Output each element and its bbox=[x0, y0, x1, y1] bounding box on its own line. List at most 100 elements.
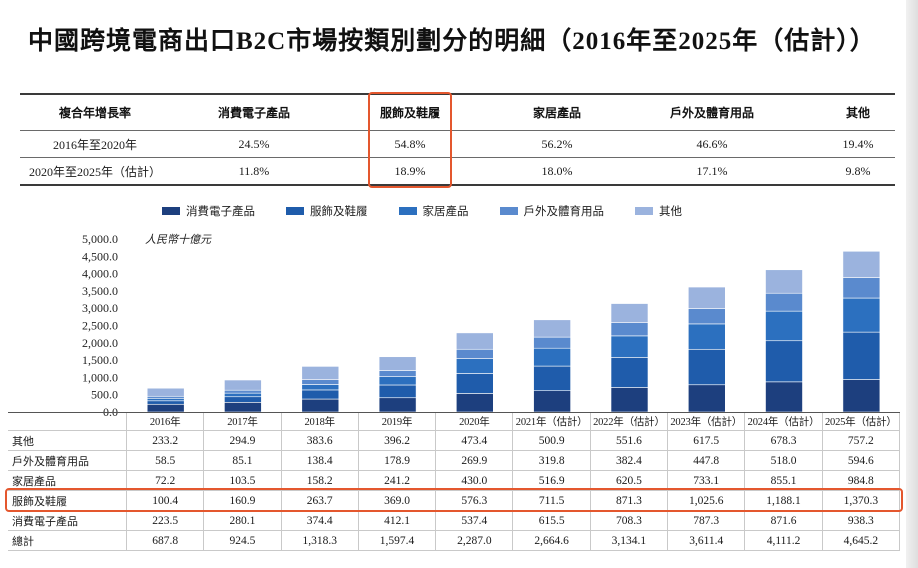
bar-segment-s2-c8 bbox=[765, 310, 803, 342]
table-cell: 100.4 bbox=[127, 491, 205, 511]
table-cell: 319.8 bbox=[513, 451, 591, 471]
bar-segment-s1-c6 bbox=[610, 357, 649, 388]
legend-label: 家居產品 bbox=[422, 206, 469, 218]
bar-segment-s4-c3 bbox=[378, 356, 417, 371]
table-cell: 1,597.4 bbox=[358, 531, 437, 551]
legend-swatch bbox=[398, 207, 417, 215]
table-corner-cell bbox=[8, 413, 127, 431]
table-cell: 2,664.6 bbox=[513, 531, 591, 551]
y-tick-label: 4,500.0 bbox=[82, 249, 118, 263]
y-tick-label: 5,000.0 bbox=[82, 232, 118, 246]
cagr-column-header: 消費電子產品 bbox=[217, 106, 290, 120]
cagr-value: 46.6% bbox=[696, 136, 728, 151]
cagr-value: 11.8% bbox=[238, 163, 270, 178]
table-cell: 871.3 bbox=[590, 491, 669, 511]
bar-segment-s3-c0 bbox=[146, 395, 185, 399]
table-cell: 241.2 bbox=[358, 471, 437, 491]
table-cell: 382.4 bbox=[590, 451, 669, 471]
table-cell: 2,287.0 bbox=[436, 531, 514, 551]
stacked-bar bbox=[455, 332, 494, 413]
stacked-bar bbox=[687, 286, 726, 413]
y-tick-label: 2,000.0 bbox=[82, 336, 118, 350]
bar-segment-s2-c9 bbox=[842, 297, 881, 333]
bar-segment-s0-c7 bbox=[687, 384, 726, 413]
table-cell: 280.1 bbox=[204, 511, 282, 531]
legend-swatch bbox=[499, 207, 518, 215]
bar-segment-s2-c6 bbox=[610, 335, 649, 358]
stacked-bar bbox=[224, 379, 262, 413]
cagr-period-label: 2016年至2020年 bbox=[52, 137, 137, 152]
cagr-value: 24.5% bbox=[238, 136, 270, 151]
table-cell: 594.6 bbox=[822, 451, 900, 471]
y-tick-label: 2,500.0 bbox=[82, 319, 118, 333]
bar-segment-s3-c8 bbox=[765, 292, 803, 312]
table-cell: 711.5 bbox=[513, 491, 591, 511]
cagr-value: 18.9% bbox=[394, 163, 426, 178]
bar-segment-s0-c6 bbox=[610, 387, 649, 413]
legend-label: 戶外及體育用品 bbox=[523, 206, 605, 218]
cagr-value: 9.8% bbox=[845, 163, 871, 178]
cagr-column-header: 其他 bbox=[845, 106, 870, 120]
bar-segment-s0-c4 bbox=[455, 393, 494, 413]
table-cell: 518.0 bbox=[745, 451, 823, 471]
chart-legend: 消費電子產品 服飾及鞋履 家居產品 戶外及體育用品 其他 bbox=[162, 203, 682, 219]
table-cell: 4,111.2 bbox=[745, 531, 823, 551]
table-cell: 58.5 bbox=[127, 451, 205, 471]
y-tick-label: 500.0 bbox=[91, 388, 118, 402]
legend-swatch bbox=[635, 207, 653, 215]
bar-segment-s2-c0 bbox=[146, 397, 185, 402]
bar-segment-s0-c8 bbox=[765, 381, 803, 413]
stacked-bar-chart: 0.0500.01,000.01,500.02,000.02,500.03,00… bbox=[82, 232, 881, 419]
table-column-header: 2020年 bbox=[436, 413, 514, 431]
table-cell: 269.9 bbox=[436, 451, 514, 471]
table-cell: 924.5 bbox=[204, 531, 282, 551]
bar-segment-s1-c2 bbox=[301, 389, 340, 400]
bar-segment-s1-c7 bbox=[687, 348, 726, 386]
legend-item: 家居產品 bbox=[398, 203, 469, 219]
cagr-header-row: 複合年增長率 消費電子產品 服飾及鞋履 家居產品 戶外及體育用品 其他 bbox=[20, 95, 895, 131]
y-tick-label: 4,000.0 bbox=[82, 267, 118, 281]
bar-segment-s2-c7 bbox=[687, 323, 726, 350]
bar-segment-s1-c9 bbox=[842, 331, 881, 380]
bar-segment-s1-c3 bbox=[378, 384, 417, 399]
data-table: 2016年 2017年 2018年 2019年 2020年 2021年（估計） 2022年（… bbox=[8, 412, 900, 551]
bar-segment-s3-c1 bbox=[224, 389, 262, 394]
table-column-header: 2025年（估計） bbox=[822, 413, 900, 431]
table-cell: 158.2 bbox=[281, 471, 359, 491]
table-cell: 294.9 bbox=[204, 431, 282, 451]
unit-label: 人民幣十億元 bbox=[145, 233, 212, 246]
bar-segment-s0-c9 bbox=[842, 379, 881, 413]
bar-segment-s3-c9 bbox=[842, 277, 881, 299]
table-cell: 1,188.1 bbox=[745, 491, 823, 511]
stacked-bar bbox=[378, 356, 417, 413]
cagr-value: 18.0% bbox=[541, 163, 573, 178]
legend-item: 服飾及鞋履 bbox=[286, 203, 368, 219]
bar-segment-s1-c8 bbox=[765, 340, 803, 383]
table-row-label: 消費電子產品 bbox=[8, 511, 127, 531]
table-row-label: 戶外及體育用品 bbox=[8, 451, 127, 471]
table-cell: 620.5 bbox=[590, 471, 669, 491]
table-cell: 85.1 bbox=[204, 451, 282, 471]
bar-segment-s4-c0 bbox=[146, 387, 185, 397]
table-cell: 617.5 bbox=[668, 431, 746, 451]
table-column-header: 2022年（估計） bbox=[590, 413, 669, 431]
table-cell: 138.4 bbox=[281, 451, 359, 471]
bar-segment-s1-c5 bbox=[533, 365, 571, 392]
bar-segment-s2-c3 bbox=[378, 376, 417, 386]
bar-segment-s1-c4 bbox=[455, 373, 494, 394]
table-cell: 396.2 bbox=[358, 431, 437, 451]
y-tick-label: 1,000.0 bbox=[82, 370, 118, 384]
bar-segment-s4-c5 bbox=[533, 319, 571, 338]
table-row-label: 其他 bbox=[8, 431, 127, 451]
stacked-bar bbox=[610, 303, 649, 413]
bar-segment-s0-c3 bbox=[378, 397, 417, 413]
table-column-header: 2016年 bbox=[127, 413, 205, 431]
table-cell: 233.2 bbox=[127, 431, 205, 451]
cagr-row: 2020年至2025年（估計） 11.8% 18.9% 18.0% 17.1% 9.8% bbox=[20, 158, 895, 184]
table-cell: 369.0 bbox=[358, 491, 437, 511]
cagr-value: 56.2% bbox=[541, 136, 573, 151]
table-cell: 938.3 bbox=[822, 511, 900, 531]
stacked-bar bbox=[533, 319, 571, 413]
bar-segment-s2-c1 bbox=[224, 392, 262, 398]
table-cell: 615.5 bbox=[513, 511, 591, 531]
